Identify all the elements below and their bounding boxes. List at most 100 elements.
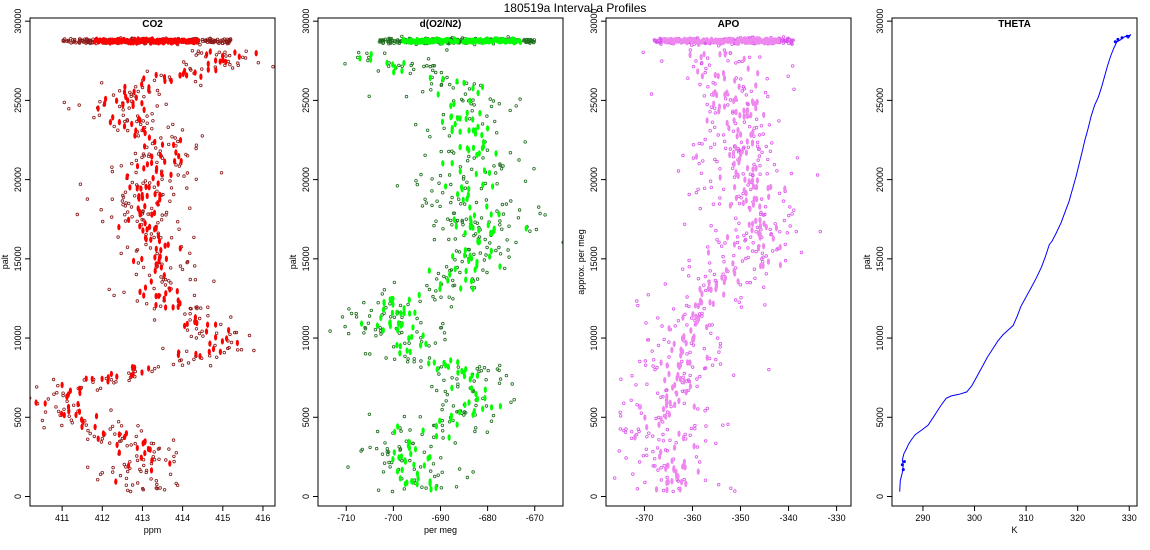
data-point	[635, 403, 639, 407]
band-point-filled	[723, 38, 727, 44]
data-point-filled	[145, 161, 149, 168]
data-point-filled	[754, 183, 759, 191]
data-point	[404, 94, 409, 99]
data-point-filled	[733, 77, 737, 84]
data-point-filled	[218, 348, 222, 355]
data-point-filled	[475, 151, 479, 159]
data-point	[214, 355, 219, 359]
data-point	[782, 218, 787, 223]
data-point	[714, 228, 718, 233]
data-point	[651, 364, 655, 368]
data-point	[656, 391, 660, 395]
band-point-filled	[662, 36, 666, 43]
data-point	[422, 450, 426, 454]
data-point	[177, 227, 181, 231]
data-point	[449, 200, 453, 205]
data-point	[114, 380, 118, 384]
theta-marker	[901, 468, 905, 472]
data-point-filled	[467, 147, 471, 154]
data-point	[645, 453, 649, 457]
data-point	[130, 161, 134, 166]
data-point	[380, 292, 384, 296]
data-point	[491, 99, 496, 103]
band-point	[530, 38, 534, 42]
data-point	[182, 174, 186, 178]
data-point	[760, 150, 764, 154]
data-point-filled	[659, 415, 663, 423]
y-tick-label: 20000	[589, 167, 599, 192]
data-point	[741, 172, 745, 176]
data-point	[135, 219, 139, 223]
data-point	[709, 145, 713, 150]
band-point-filled	[449, 38, 453, 44]
data-point-filled	[96, 435, 100, 442]
data-point	[737, 59, 741, 64]
data-point	[708, 110, 712, 114]
data-point-filled	[476, 239, 481, 246]
data-point	[619, 414, 623, 418]
data-point	[387, 460, 391, 465]
x-tick-label: 413	[135, 513, 150, 523]
data-point	[186, 361, 191, 365]
data-point	[479, 216, 484, 220]
data-point	[651, 449, 655, 454]
band-point-filled	[137, 38, 141, 44]
data-point-filled	[734, 108, 738, 116]
data-point-filled	[469, 278, 474, 285]
data-point-filled	[705, 117, 709, 124]
data-point	[498, 377, 503, 381]
data-point	[168, 179, 172, 183]
data-point	[134, 158, 139, 163]
data-point-filled	[153, 267, 157, 275]
data-point-filled	[461, 196, 465, 204]
data-point	[737, 246, 742, 250]
data-point	[199, 83, 203, 88]
data-point	[716, 133, 720, 137]
data-point	[752, 126, 756, 130]
data-point	[150, 126, 154, 131]
data-point-filled	[174, 149, 178, 156]
data-point	[722, 260, 726, 264]
data-point	[213, 343, 217, 348]
data-point	[712, 142, 717, 146]
data-point	[432, 223, 436, 228]
data-point	[389, 315, 393, 319]
data-point-filled	[664, 413, 668, 420]
data-point	[112, 293, 116, 298]
data-point-filled	[758, 217, 762, 224]
data-point-filled	[403, 458, 407, 465]
data-point-filled	[227, 327, 231, 334]
data-point	[456, 365, 460, 369]
band-point-filled	[176, 37, 180, 44]
data-point-filled	[734, 194, 739, 202]
data-point	[129, 92, 133, 96]
data-point	[349, 311, 354, 316]
data-point	[643, 363, 648, 367]
data-point	[67, 106, 71, 111]
band-point-filled	[141, 39, 146, 45]
x-tick-label: -670	[526, 513, 544, 523]
data-point	[387, 64, 391, 68]
data-point	[464, 217, 468, 221]
data-point	[734, 216, 738, 220]
data-point	[765, 172, 769, 176]
data-point-filled	[458, 115, 462, 122]
data-point	[156, 220, 160, 225]
data-point-filled	[156, 232, 160, 240]
data-point	[480, 122, 485, 126]
data-point	[116, 128, 120, 132]
data-point-filled	[382, 299, 386, 306]
band-point-filled	[401, 37, 406, 43]
data-point	[466, 158, 470, 163]
data-point	[645, 382, 649, 386]
data-point-filled	[464, 267, 468, 275]
data-point	[739, 140, 744, 144]
data-point	[436, 271, 441, 276]
data-point	[702, 346, 706, 351]
data-point	[399, 429, 403, 433]
data-point	[152, 235, 156, 240]
y-tick-label: 25000	[301, 88, 311, 113]
data-point	[185, 171, 190, 175]
y-tick-label: 5000	[301, 407, 311, 427]
data-point	[517, 158, 521, 162]
